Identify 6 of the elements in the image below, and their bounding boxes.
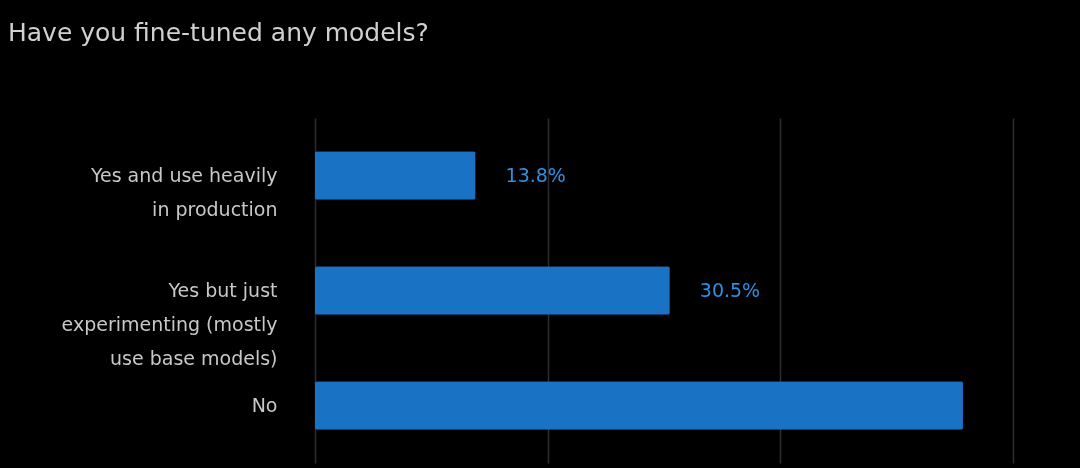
y-tick-label: Yes but just experimenting (mostly use base models) (61, 278, 278, 369)
y-tick-label: Yes and use heavily in production (89, 163, 278, 220)
y-tick-label: No (251, 393, 278, 416)
data-label: 13.8% (505, 163, 566, 186)
data-label: 30.5% (699, 278, 761, 301)
chart-title: Have you fine-tuned any models? (8, 18, 429, 47)
